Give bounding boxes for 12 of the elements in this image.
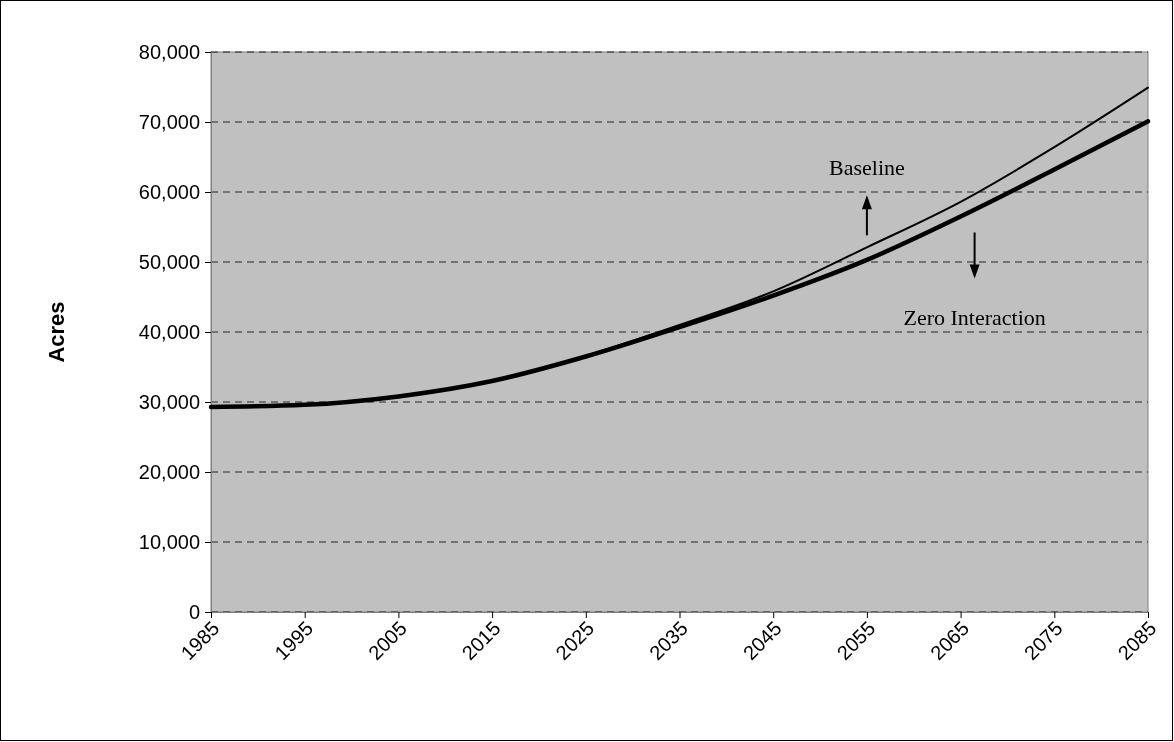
legend-label: Zero Interaction xyxy=(903,304,1046,330)
y-tick-label: 10,000 xyxy=(138,530,200,553)
y-tick-label: 20,000 xyxy=(138,460,200,483)
y-axis-title: Acres xyxy=(44,301,69,363)
y-tick-label: 70,000 xyxy=(138,110,200,133)
y-tick-label: 0 xyxy=(188,600,200,623)
y-tick-label: 40,000 xyxy=(138,320,200,343)
text: Baseline xyxy=(829,155,905,181)
y-tick-label: 30,000 xyxy=(138,390,200,413)
y-tick-label: 60,000 xyxy=(138,180,200,203)
y-tick-label: 80,000 xyxy=(138,40,200,63)
y-tick-label: 50,000 xyxy=(138,250,200,273)
